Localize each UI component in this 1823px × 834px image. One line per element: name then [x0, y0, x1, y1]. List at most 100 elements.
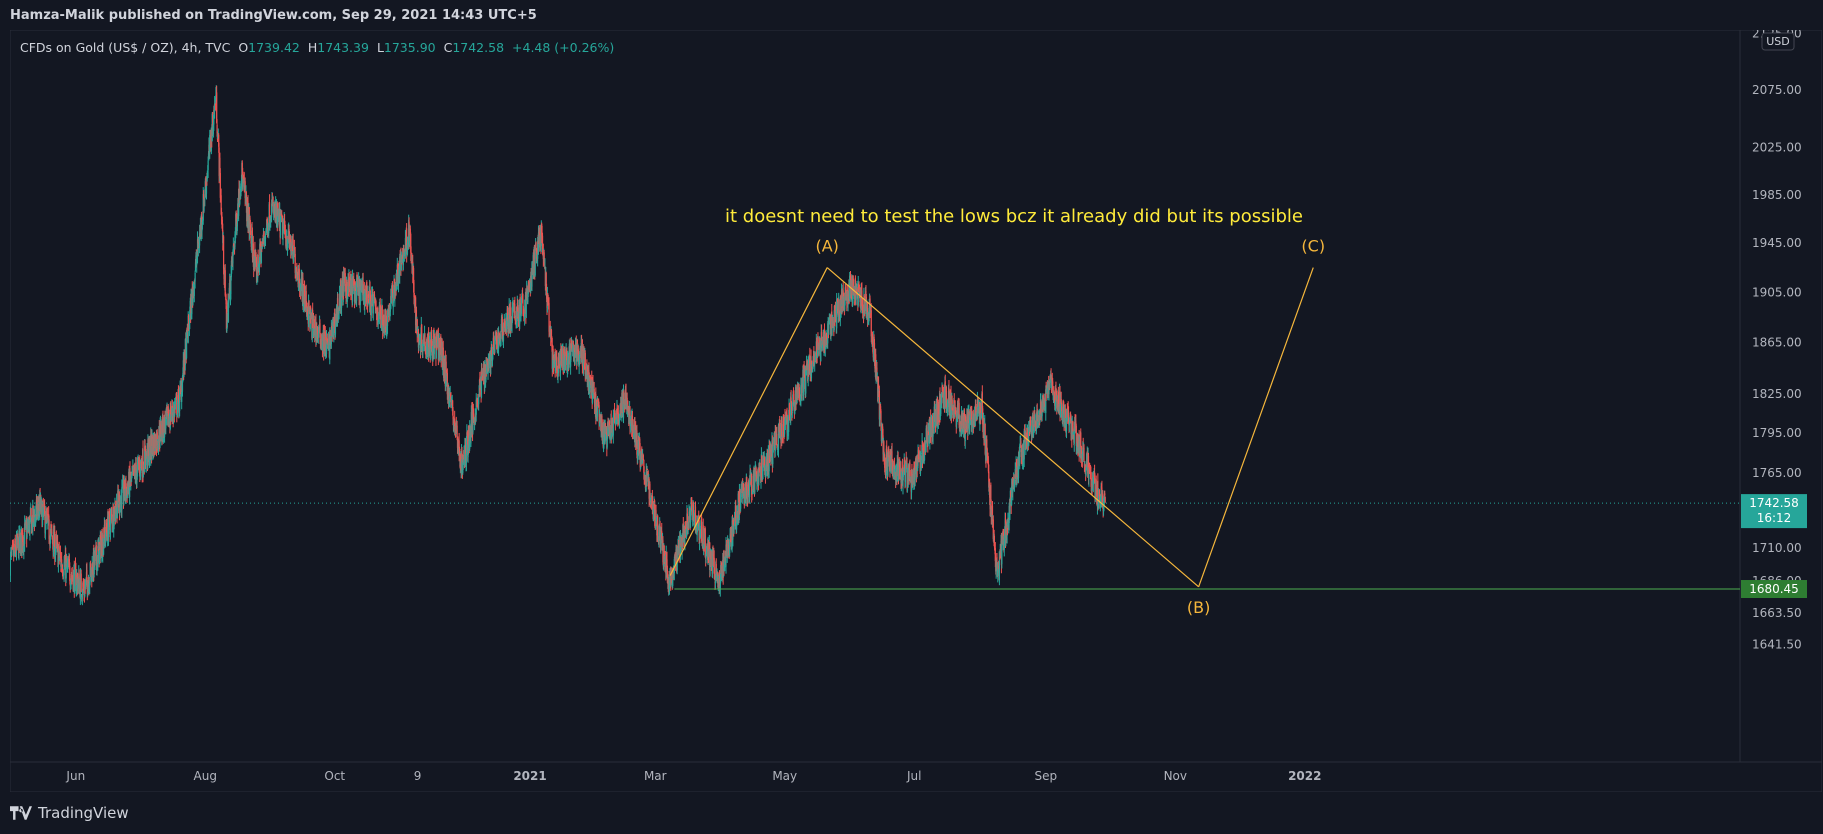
candle-body	[72, 571, 75, 591]
candle-body	[642, 458, 645, 460]
chart-svg[interactable]: 2125.002075.002025.001985.001945.001905.…	[9, 27, 1823, 793]
candle-body	[119, 500, 121, 513]
candle-body	[473, 413, 475, 418]
candle	[216, 85, 218, 124]
candle-body	[232, 250, 234, 264]
candle-body	[343, 272, 345, 294]
candle-body	[142, 469, 145, 475]
candle-body	[101, 537, 103, 557]
candle-body	[227, 303, 230, 322]
candle-body	[531, 262, 533, 287]
candle-body	[649, 483, 651, 503]
candle-body	[456, 425, 458, 437]
candle-body	[127, 485, 129, 491]
candle-body	[604, 426, 606, 443]
candle-body	[121, 487, 123, 510]
candle-body	[41, 508, 44, 526]
candle-body	[494, 337, 496, 352]
price-tick-label: 1905.00	[1752, 285, 1802, 299]
candle-body	[446, 372, 448, 395]
candle-body	[116, 508, 119, 519]
candle	[330, 319, 332, 349]
candle-body	[307, 309, 309, 316]
candle-body	[663, 545, 665, 560]
candle-body	[213, 110, 215, 125]
candle-body	[456, 438, 459, 448]
candle-body	[333, 328, 335, 336]
candle-body	[669, 574, 671, 589]
candle-body	[596, 400, 598, 406]
price-tick-label: 2025.00	[1752, 141, 1802, 155]
time-tick-label: Aug	[194, 769, 217, 783]
candle-body	[109, 516, 112, 533]
candle-body	[230, 276, 232, 295]
candle-body	[209, 136, 212, 148]
candle-body	[366, 281, 368, 303]
candle-body	[148, 455, 151, 461]
candle-body	[600, 416, 602, 433]
candle-body	[247, 201, 249, 230]
candle-body	[120, 500, 122, 503]
candle-body	[445, 373, 448, 380]
candle-body	[469, 428, 471, 449]
candle-body	[633, 433, 635, 435]
candle-body	[193, 282, 195, 297]
candle-body	[520, 298, 522, 314]
candles	[9, 85, 1106, 606]
candle-body	[614, 413, 616, 418]
price-tick-label: 1710.00	[1752, 541, 1802, 555]
candle-body	[214, 103, 216, 112]
candle	[225, 299, 228, 333]
candle-body	[383, 314, 385, 333]
candle-body	[534, 248, 536, 276]
candle-body	[157, 440, 160, 450]
candle-body	[497, 330, 500, 349]
candle-body	[144, 449, 147, 462]
candle-body	[402, 247, 405, 265]
candle-body	[386, 312, 389, 327]
candle-body	[201, 219, 204, 225]
candle-body	[118, 494, 121, 513]
candle-body	[610, 418, 612, 436]
candle-body	[319, 323, 321, 337]
candle-body	[170, 406, 172, 422]
candle-body	[79, 575, 81, 600]
candle-body	[568, 352, 570, 368]
candle-body	[226, 328, 228, 331]
candle-body	[641, 448, 643, 452]
candle-body	[348, 276, 350, 290]
candle-body	[602, 425, 604, 447]
candle-body	[470, 423, 472, 444]
candle	[465, 435, 468, 471]
candle-body	[413, 282, 415, 297]
candle-body	[607, 422, 609, 439]
candle	[30, 507, 32, 518]
candle-body	[452, 418, 455, 426]
candle-body	[440, 336, 442, 348]
candle	[176, 392, 178, 423]
candle-body	[407, 239, 409, 241]
candle-body	[74, 565, 76, 594]
time-tick-label: 2021	[513, 769, 546, 783]
candle-body	[429, 340, 431, 357]
candle-body	[430, 352, 432, 359]
candle-body	[334, 316, 337, 335]
candle-body	[416, 319, 418, 336]
candle-body	[462, 457, 464, 465]
candle-body	[452, 400, 454, 410]
candle-body	[282, 227, 284, 240]
price-tick-label: 2075.00	[1752, 83, 1802, 97]
candle-body	[207, 160, 209, 171]
candle-body	[219, 173, 221, 198]
candle-body	[19, 532, 21, 544]
candle-body	[176, 395, 178, 416]
candle-body	[86, 580, 88, 595]
candle-body	[69, 566, 71, 581]
candle-body	[461, 450, 463, 457]
candle-body	[523, 312, 525, 318]
chart-frame[interactable]: 2125.002075.002025.001985.001945.001905.…	[9, 27, 1823, 793]
candle-body	[436, 335, 439, 344]
candle-body	[599, 414, 601, 420]
candle-body	[428, 332, 430, 354]
candle-body	[129, 468, 131, 480]
